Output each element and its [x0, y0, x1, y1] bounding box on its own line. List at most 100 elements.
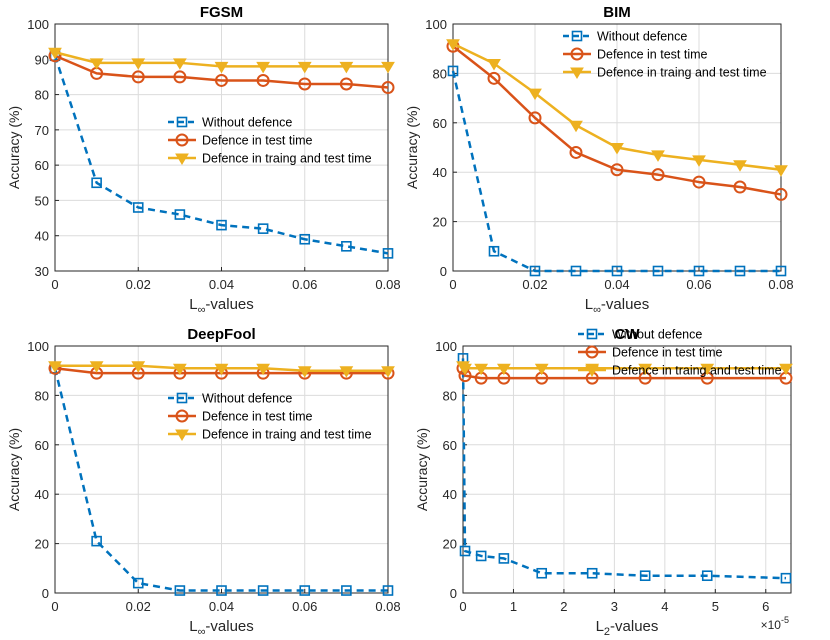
x-axis-label: L∞-values [189, 618, 254, 638]
data-point [780, 572, 792, 584]
series-line [53, 367, 388, 592]
data-point [173, 70, 187, 84]
y-tick-label: 100 [27, 339, 49, 354]
data-point [779, 363, 793, 376]
x-axis-exponent: ×10-5 [761, 615, 789, 632]
x-tick-label: 0.02 [126, 277, 151, 292]
legend-label: Without defence [597, 30, 687, 44]
y-axis-label: Accuracy (%) [6, 106, 22, 189]
chart-title: FGSM [200, 4, 243, 21]
data-point [498, 553, 510, 564]
data-point [339, 366, 354, 378]
y-tick-label: 80 [35, 88, 49, 103]
legend-label: Defence in test time [202, 410, 313, 424]
data-point [586, 567, 598, 579]
y-tick-label: 100 [425, 17, 447, 32]
y-tick-label: 90 [35, 52, 49, 67]
legend-swatch-marker [175, 429, 189, 441]
data-point [341, 585, 352, 596]
data-point [611, 265, 623, 277]
chart-title: CW [615, 326, 641, 343]
x-tick-label: 0.06 [686, 277, 711, 292]
data-point [700, 363, 715, 376]
y-tick-label: 80 [433, 66, 447, 81]
legend-label: Defence in traing and test time [597, 66, 767, 80]
data-point [256, 73, 270, 87]
y-tick-label: 40 [433, 165, 447, 180]
series-line [452, 45, 782, 196]
x-axis-label: L2-values [596, 618, 659, 638]
x-tick-label: 0 [459, 599, 466, 614]
x-tick-label: 4 [661, 599, 668, 614]
data-point [214, 61, 229, 74]
data-point [610, 163, 624, 177]
data-point [446, 39, 460, 51]
data-point [299, 585, 311, 596]
y-tick-label: 80 [443, 388, 457, 403]
legend-label: Defence in test time [612, 346, 723, 360]
y-axis-label: Accuracy (%) [404, 106, 420, 189]
data-point [774, 165, 788, 177]
data-point [174, 209, 186, 220]
legend-label: Without defence [612, 328, 702, 342]
legend: Without defence Defence in test time Defen… [563, 30, 767, 80]
x-tick-label: 0 [51, 277, 58, 292]
legend-swatch-marker [175, 133, 189, 147]
data-point [569, 120, 583, 133]
data-point [132, 577, 144, 589]
y-tick-label: 60 [443, 438, 457, 453]
data-point [131, 70, 145, 84]
data-point [382, 585, 394, 596]
series-without [457, 353, 792, 584]
data-point [131, 58, 146, 70]
data-point [536, 567, 548, 579]
data-point [297, 366, 312, 378]
y-tick-label: 100 [27, 17, 49, 32]
series-line [461, 358, 786, 580]
chart-title: DeepFool [187, 326, 255, 343]
data-point [569, 145, 583, 159]
y-tick-label: 30 [35, 264, 49, 279]
data-point [487, 71, 501, 85]
legend-label: Without defence [202, 392, 292, 406]
data-point [48, 47, 62, 60]
y-tick-label: 40 [35, 487, 49, 502]
y-axis-label: Accuracy (%) [6, 428, 22, 511]
legend-label: Defence in traing and test time [202, 428, 372, 442]
series-without [447, 65, 787, 277]
data-point [692, 175, 706, 189]
legend-swatch-marker [175, 409, 189, 423]
x-tick-label: 2 [560, 599, 567, 614]
data-point [775, 265, 787, 277]
x-tick-label: 0.08 [375, 277, 400, 292]
data-point [381, 366, 395, 378]
legend-label: Defence in test time [202, 134, 313, 148]
y-tick-label: 20 [433, 215, 447, 230]
data-point [172, 58, 187, 70]
series-line [451, 70, 781, 273]
data-point [534, 363, 549, 376]
x-tick-label: 0.04 [209, 599, 234, 614]
y-tick-label: 70 [35, 123, 49, 138]
x-tick-label: 6 [762, 599, 769, 614]
data-point [774, 187, 788, 201]
data-point [734, 265, 746, 277]
data-point [341, 241, 352, 252]
x-tick-label: 0.06 [292, 277, 317, 292]
data-point [382, 248, 394, 259]
data-point [132, 202, 144, 213]
data-point [339, 77, 353, 91]
data-point [214, 363, 229, 376]
data-point [447, 65, 459, 77]
data-point [381, 81, 395, 95]
data-point [89, 58, 104, 70]
data-point [297, 61, 312, 74]
data-point [459, 545, 471, 557]
legend-swatch-marker [176, 392, 188, 404]
y-tick-label: 20 [35, 537, 49, 552]
x-axis-label: L∞-values [585, 296, 650, 316]
data-point [298, 77, 312, 91]
data-point [528, 111, 542, 125]
y-tick-label: 0 [440, 264, 447, 279]
